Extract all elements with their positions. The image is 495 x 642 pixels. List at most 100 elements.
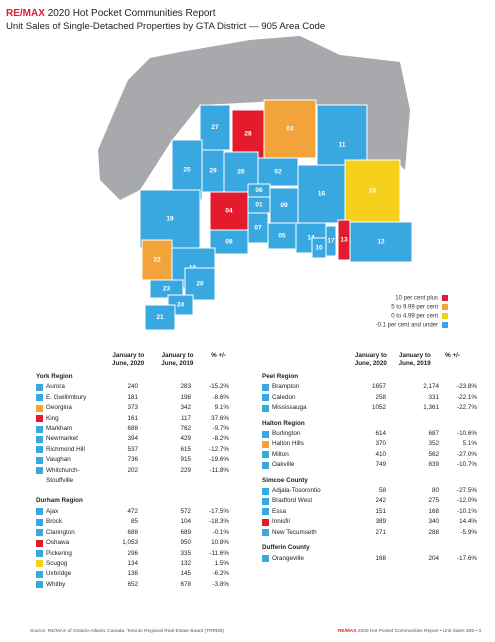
legend-label: 10 per cent plus: [395, 296, 438, 302]
change: -8.2%: [212, 435, 229, 443]
district-label: 12: [377, 239, 385, 246]
legend-label: 5 to 9.99 per cent: [391, 305, 438, 311]
table-row: King 161 117 37.6%: [36, 414, 229, 424]
district-code: [262, 440, 269, 448]
sales-2020: 1,053: [122, 539, 138, 547]
report-title: 2020 Hot Pocket Communities Report: [47, 8, 216, 19]
district-label: 10: [315, 245, 323, 252]
district: [144, 304, 176, 331]
district-label: 03: [286, 126, 294, 133]
community: Orangeville: [272, 554, 304, 562]
change: 5.1%: [462, 440, 477, 448]
sales-2020: 614: [375, 430, 386, 438]
group-name: Dufferin County: [262, 544, 310, 552]
sales-2019: 117: [180, 414, 191, 422]
footer-page: RE/MAX 2020 Hot Pocket Communities Repor…: [338, 629, 481, 634]
table-row: Ajax 472 572 -17.5%: [36, 507, 229, 517]
district-label: 13: [340, 237, 348, 244]
change: -22.1%: [457, 393, 477, 401]
district-code: [262, 394, 269, 402]
change: -27.0%: [457, 450, 477, 458]
table-row: Mississauga 1052 1,361 -22.7%: [262, 403, 477, 413]
legend-swatch: [442, 295, 448, 301]
district: [267, 222, 297, 250]
column-header: January to June, 2020 January to June, 20…: [36, 352, 226, 368]
district: [139, 189, 201, 249]
community: Richmond Hill: [46, 445, 85, 453]
community: Brock: [46, 518, 63, 526]
sales-2019: 915: [180, 456, 191, 464]
community: Clarington: [46, 528, 75, 536]
district-label: 04: [225, 208, 233, 215]
community: Brampton: [272, 383, 300, 391]
district-code: [36, 446, 43, 454]
table-row: Halton Hills 370 352 5.1%: [262, 439, 477, 449]
district-label: 19: [166, 216, 174, 223]
district-code: [262, 404, 269, 412]
sales-2020: 161: [127, 414, 138, 422]
table-row: Whitchurch-Stouffville 202 229 -11.8%: [36, 466, 229, 487]
sales-2019: 229: [180, 466, 191, 474]
district: [209, 229, 249, 255]
change: -17.5%: [209, 507, 229, 515]
district: [149, 279, 184, 299]
sales-2019: 1,361: [423, 404, 439, 412]
source: Source: RE/MAX of Ontario-Atlantic Canad…: [30, 629, 225, 634]
community: Georgina: [46, 404, 72, 412]
district-label: 02: [274, 169, 282, 176]
community: Ajax: [46, 507, 59, 515]
legend-label: 0 to 4.99 per cent: [391, 314, 438, 320]
table-row: Newmarket 394 429 -8.2%: [36, 434, 229, 444]
district-label: 09: [280, 202, 288, 209]
community: Whitby: [46, 580, 66, 588]
change: 37.6%: [211, 414, 229, 422]
district: [269, 187, 299, 224]
district-code: [262, 461, 269, 469]
community: Whitchurch-Stouffville: [46, 466, 80, 485]
district: [209, 191, 249, 231]
community: Milton: [272, 450, 289, 458]
table-row: Vaughan 736 915 -19.6%: [36, 455, 229, 465]
change: -0.1%: [212, 528, 229, 536]
district-code: [262, 451, 269, 459]
community: Uxbridge: [46, 570, 72, 578]
change: -15.2%: [209, 383, 229, 391]
legend-swatch: [442, 304, 448, 310]
district-code: [262, 529, 269, 537]
community: Adjala-Tosorontio: [272, 487, 321, 495]
community: Oakville: [272, 461, 295, 469]
table-row: Oshawa 1,053 950 10.8%: [36, 538, 229, 548]
district: [141, 239, 173, 281]
district-code: [36, 508, 43, 516]
change: -23.8%: [457, 383, 477, 391]
district-label: 27: [211, 124, 219, 131]
change: -27.5%: [457, 487, 477, 495]
sales-2020: 296: [127, 549, 138, 557]
table-row: Brampton 1657 2,174 -23.8%: [262, 382, 477, 392]
change: -18.3%: [209, 518, 229, 526]
district-label: 20: [196, 281, 204, 288]
sales-2019: 331: [428, 393, 439, 401]
change: -11.8%: [209, 466, 229, 474]
district-label: 05: [278, 233, 286, 240]
sales-2020: 242: [375, 497, 386, 505]
district-code: [262, 508, 269, 516]
table-row: Richmond Hill 537 615 -12.7%: [36, 445, 229, 455]
change: -8.6%: [212, 393, 229, 401]
sales-2020: 85: [130, 518, 138, 526]
sales-2019: 342: [180, 404, 191, 412]
community: Mississauga: [272, 404, 307, 412]
sales-2019: 687: [428, 430, 439, 438]
district-label: 01: [255, 202, 263, 209]
district-label: 21: [156, 314, 164, 321]
change: -6.2%: [212, 570, 229, 578]
change: 14.4%: [459, 518, 477, 526]
district-code: [262, 518, 269, 526]
change: -22.7%: [457, 404, 477, 412]
district: [263, 99, 317, 159]
table-row: Adjala-Tosorontio 58 80 -27.5%: [262, 486, 477, 496]
district-label: 23: [163, 286, 171, 293]
sales-2020: 749: [375, 461, 386, 469]
sales-2020: 472: [127, 507, 138, 515]
map: 27 28 03 11 25 29 26 02 06 16 15 01 09 19 04 08 07 05 14 17…: [98, 36, 448, 331]
